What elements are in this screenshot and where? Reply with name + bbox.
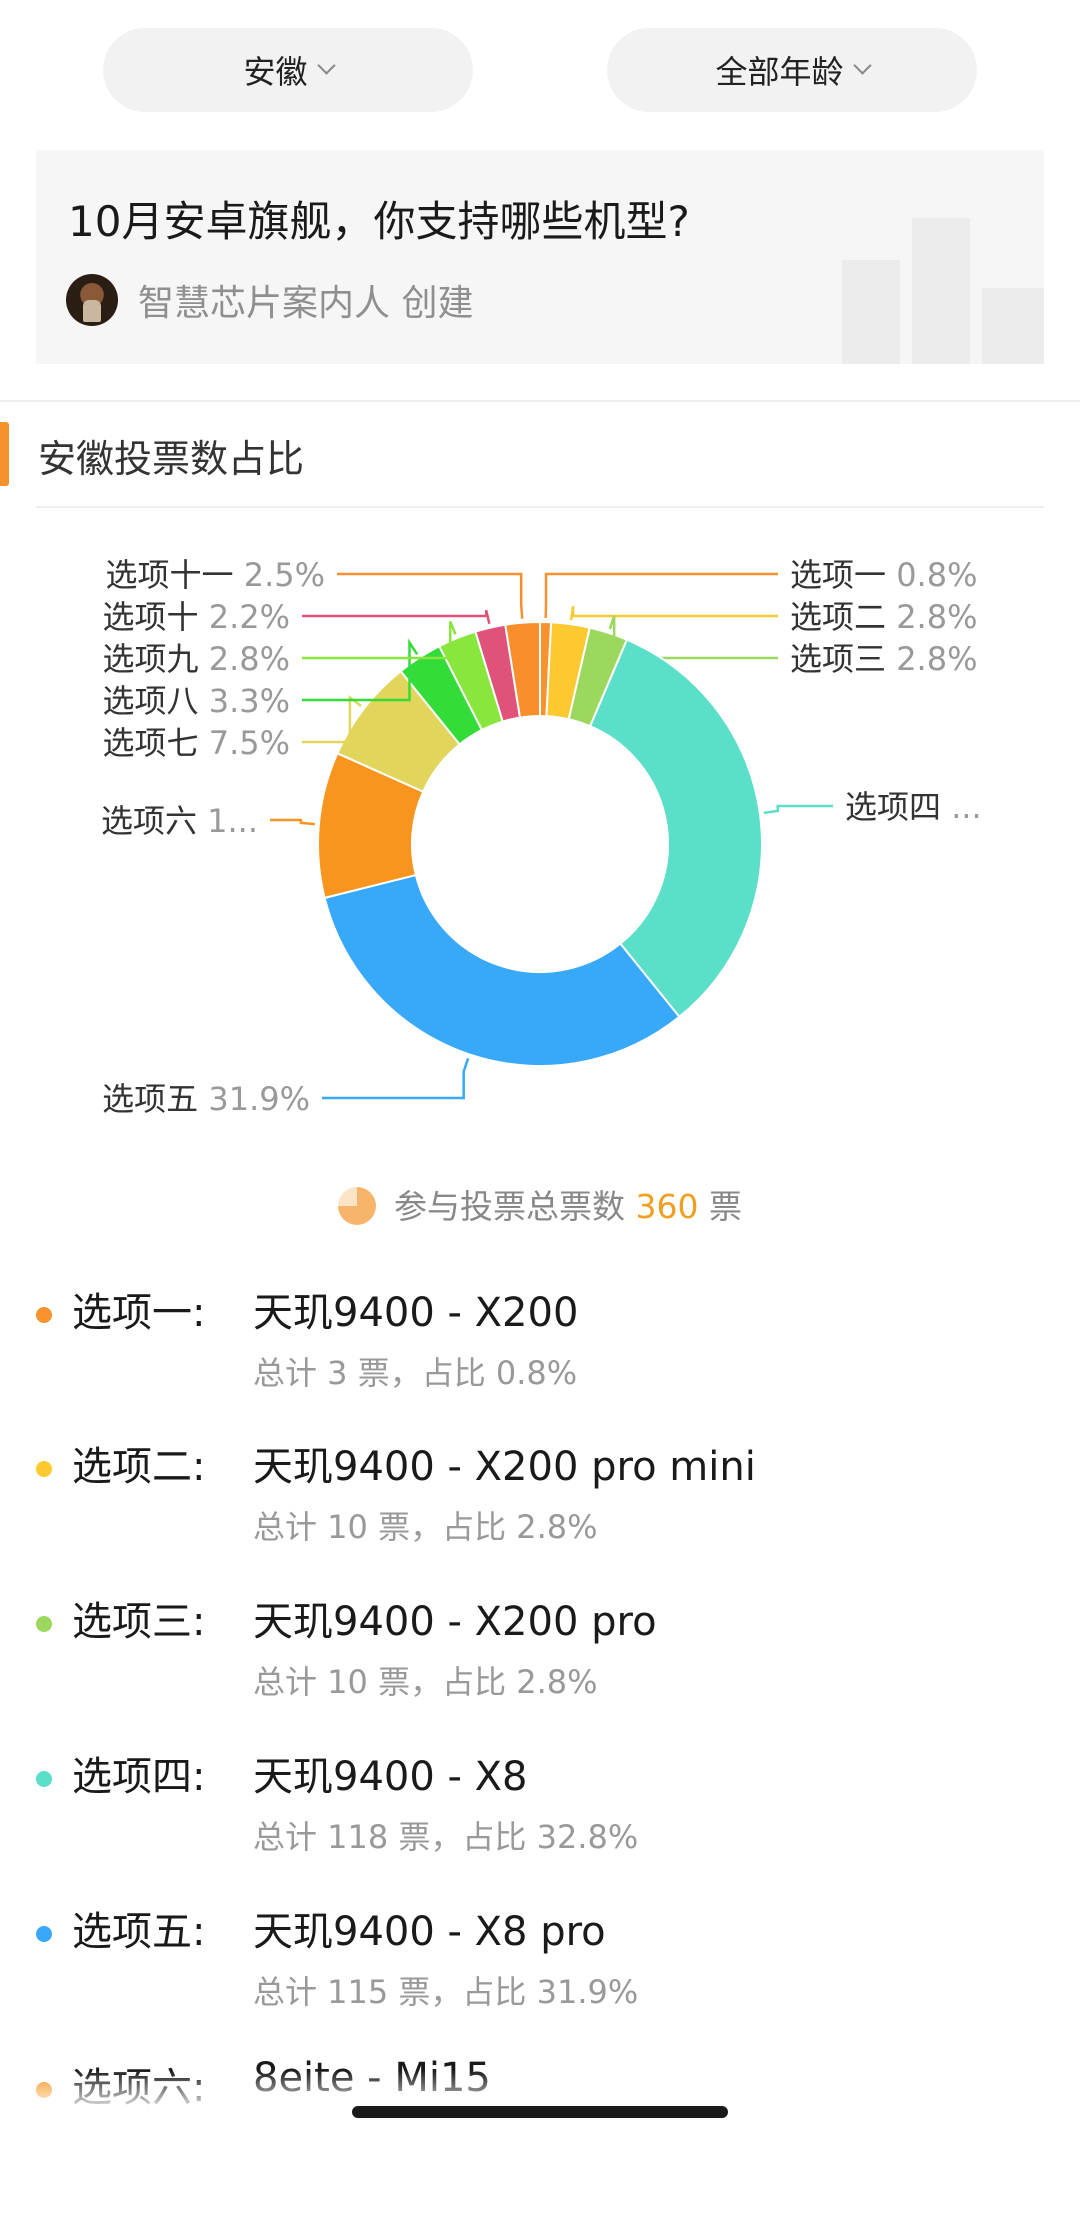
region-filter-dropdown[interactable]: 安徽	[103, 28, 473, 112]
slice-label-10: 选项十 2.2%	[103, 598, 290, 636]
leader-line-3	[608, 615, 778, 660]
slice-label-9: 选项九 2.8%	[103, 640, 290, 678]
slice-label-5: 选项五 31.9%	[102, 1080, 310, 1118]
option-text: 天玑9400 - X200	[253, 1290, 579, 1336]
option-text: 天玑9400 - X200 pro mini	[253, 1444, 756, 1490]
chevron-down-icon	[316, 55, 336, 75]
option-color-dot	[36, 1926, 52, 1942]
donut-slice-4[interactable]	[588, 638, 763, 1019]
leader-line-11	[337, 572, 524, 619]
decorative-bar-chart-icon	[842, 260, 900, 364]
option-color-dot	[36, 1616, 52, 1632]
poll-title: 10月安卓旗舰，你支持哪些机型?	[68, 197, 690, 246]
option-stat: 总计 118 票，占比 32.8%	[253, 1818, 639, 1856]
poll-card[interactable]: 10月安卓旗舰，你支持哪些机型? 智慧芯片案内人 创建	[36, 150, 1044, 364]
region-filter-label: 安徽	[243, 53, 308, 91]
filter-bar: 安徽 全部年龄	[0, 28, 1080, 112]
divider	[36, 506, 1044, 508]
option-label: 选项一:	[72, 1290, 206, 1336]
decorative-bar-chart-icon	[982, 288, 1044, 364]
chevron-down-icon	[852, 55, 872, 75]
option-stat: 总计 10 票，占比 2.8%	[253, 1508, 598, 1546]
total-votes-prefix: 参与投票总票数	[394, 1187, 625, 1226]
leader-line-1	[544, 572, 778, 619]
slice-label-8: 选项八 3.3%	[103, 682, 290, 720]
age-filter-label: 全部年龄	[715, 53, 844, 91]
option-color-dot	[36, 1461, 52, 1477]
slice-label-1: 选项一 0.8%	[790, 556, 977, 594]
slice-label-11: 选项十一 2.5%	[106, 556, 325, 594]
section-accent-bar	[0, 422, 9, 486]
slice-label-2: 选项二 2.8%	[790, 598, 977, 636]
donut-slice-5[interactable]	[323, 873, 681, 1067]
list-item: 选项二: 天玑9400 - X200 pro mini 总计 10 票，占比 2…	[0, 1434, 1080, 1594]
option-label: 选项二:	[72, 1444, 206, 1490]
option-label: 选项四:	[72, 1754, 206, 1800]
leader-line-5	[322, 1057, 470, 1100]
list-item: 选项一: 天玑9400 - X200 总计 3 票，占比 0.8%	[0, 1280, 1080, 1440]
leader-line-9	[302, 620, 457, 660]
total-votes: 参与投票总票数 360 票	[0, 1180, 1080, 1228]
donut-slice-11[interactable]	[504, 620, 541, 719]
slice-label-6: 选项六 1...	[101, 802, 258, 840]
leader-line-8	[302, 638, 419, 702]
slice-label-4: 选项四 ...	[845, 788, 982, 826]
slice-label-3: 选项三 2.8%	[790, 640, 977, 678]
pie-chart-icon	[338, 1187, 376, 1225]
vote-share-donut-chart: 选项一 0.8% 选项二 2.8% 选项三 2.8% 选项四 ... 选项五 31.9%…	[101, 556, 982, 1118]
decorative-bar-chart-icon	[912, 218, 970, 364]
leader-line-2	[569, 606, 778, 621]
option-color-dot	[36, 1307, 52, 1323]
total-votes-count: 360	[635, 1187, 699, 1226]
leader-line-7	[302, 694, 362, 744]
option-text: 天玑9400 - X8 pro	[253, 1909, 606, 1955]
option-label: 选项五:	[72, 1909, 206, 1955]
option-stat: 总计 10 票，占比 2.8%	[253, 1663, 598, 1701]
creator-name: 智慧芯片案内人 创建	[138, 283, 474, 324]
age-filter-dropdown[interactable]: 全部年龄	[607, 28, 977, 112]
total-votes-suffix: 票	[709, 1187, 742, 1226]
option-color-dot	[36, 1771, 52, 1787]
section-title: 安徽投票数占比	[38, 437, 305, 481]
leader-line-4	[763, 804, 833, 815]
option-stat: 总计 115 票，占比 31.9%	[253, 1973, 639, 2011]
leader-line-6	[270, 818, 315, 826]
option-stat: 总计 3 票，占比 0.8%	[253, 1354, 578, 1392]
option-text: 天玑9400 - X8	[253, 1754, 528, 1800]
poll-creator[interactable]: 智慧芯片案内人 创建	[66, 274, 473, 326]
slice-label-7: 选项七 7.5%	[103, 724, 290, 762]
list-item: 选项四: 天玑9400 - X8 总计 118 票，占比 32.8%	[0, 1744, 1080, 1904]
leader-line-10	[302, 609, 491, 625]
home-indicator[interactable]	[352, 2106, 728, 2118]
list-item: 选项三: 天玑9400 - X200 pro 总计 10 票，占比 2.8%	[0, 1589, 1080, 1749]
option-label: 选项三:	[72, 1599, 206, 1645]
divider	[0, 400, 1080, 402]
list-item: 选项五: 天玑9400 - X8 pro 总计 115 票，占比 31.9%	[0, 1899, 1080, 2059]
avatar[interactable]	[66, 274, 118, 326]
option-text: 天玑9400 - X200 pro	[253, 1599, 657, 1645]
